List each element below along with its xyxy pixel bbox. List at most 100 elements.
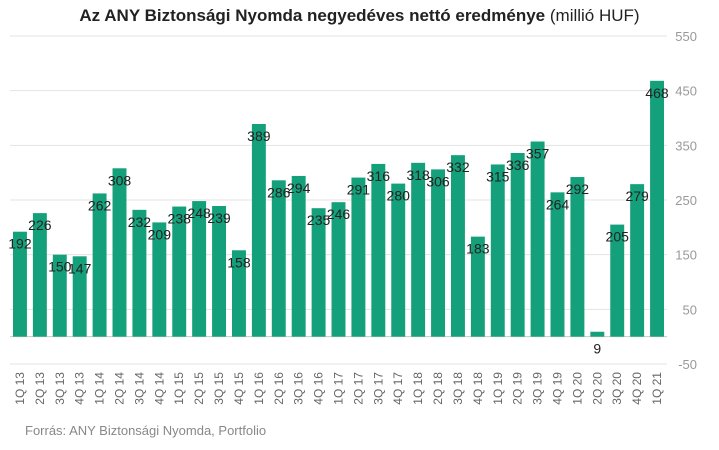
bar (172, 206, 187, 337)
x-tick-label: 1Q 21 (650, 372, 664, 405)
bar (470, 236, 485, 337)
x-tick-label: 4Q 14 (152, 372, 166, 405)
bar (212, 206, 227, 337)
bar (52, 254, 67, 337)
bar (231, 250, 246, 337)
bar (291, 175, 306, 337)
bar (550, 192, 565, 337)
x-tick-label: 4Q 19 (551, 372, 565, 405)
bar (271, 180, 286, 337)
x-tick-label: 4Q 16 (312, 372, 326, 405)
x-tick-label: 3Q 17 (371, 372, 385, 405)
bar (251, 124, 266, 337)
x-tick-label: 1Q 16 (252, 372, 266, 405)
x-tick-label: 1Q 20 (570, 372, 584, 405)
bar (450, 155, 465, 337)
x-tick-label: 1Q 18 (411, 372, 425, 405)
x-tick-label: 2Q 20 (590, 372, 604, 405)
data-label: 9 (593, 341, 601, 357)
y-tick-label: 450 (675, 84, 697, 99)
data-label: 291 (347, 182, 371, 198)
x-tick-label: 1Q 14 (93, 372, 107, 405)
data-label: 306 (426, 173, 450, 189)
x-tick-label: 3Q 14 (132, 372, 146, 405)
bar (590, 331, 605, 337)
bar (510, 152, 525, 337)
x-tick-label: 4Q 13 (73, 372, 87, 405)
y-tick-label: 150 (675, 248, 697, 263)
bar (610, 224, 625, 337)
bar (311, 208, 326, 337)
data-label: 316 (367, 168, 391, 184)
bar (490, 164, 505, 337)
data-label: 292 (566, 181, 590, 197)
chart-title: Az ANY Biztonsági Nyomda negyedéves nett… (0, 6, 719, 26)
bar (391, 183, 406, 337)
bar (112, 168, 127, 337)
bar (630, 184, 645, 337)
x-tick-label: 1Q 19 (491, 372, 505, 405)
bar (371, 163, 386, 337)
x-tick-label: 4Q 17 (391, 372, 405, 405)
data-label: 315 (486, 168, 510, 184)
x-tick-label: 3Q 15 (212, 372, 226, 405)
y-tick-label: 350 (675, 138, 697, 153)
x-tick-label: 3Q 13 (53, 372, 67, 405)
x-tick-label: 3Q 16 (292, 372, 306, 405)
data-label: 318 (406, 167, 430, 183)
data-label: 336 (506, 157, 530, 173)
x-tick-label: 4Q 15 (232, 372, 246, 405)
x-tick-label: 2Q 18 (431, 372, 445, 405)
bar (32, 213, 47, 337)
data-label: 262 (88, 197, 112, 213)
data-label: 235 (307, 212, 331, 228)
bar (132, 209, 147, 337)
x-tick-label: 1Q 15 (172, 372, 186, 405)
data-label: 468 (645, 85, 669, 101)
bar (650, 80, 665, 337)
data-label: 280 (387, 188, 411, 204)
bar (192, 201, 207, 337)
data-label: 150 (48, 259, 72, 275)
data-label: 248 (187, 205, 211, 221)
x-tick-label: 2Q 19 (511, 372, 525, 405)
x-tick-label: 3Q 19 (531, 372, 545, 405)
bar (12, 231, 27, 337)
data-label: 308 (108, 172, 132, 188)
x-tick-label: 1Q 13 (13, 372, 27, 405)
y-tick-label: 250 (675, 193, 697, 208)
x-tick-label: 4Q 18 (471, 372, 485, 405)
bar (72, 256, 87, 337)
data-label: 205 (606, 229, 630, 245)
data-label: 158 (227, 254, 251, 270)
data-label: 332 (446, 159, 470, 175)
bar (530, 141, 545, 337)
data-label: 147 (68, 260, 92, 276)
x-tick-label: 1Q 17 (332, 372, 346, 405)
data-label: 226 (28, 217, 52, 233)
bar (411, 162, 426, 337)
x-tick-label: 2Q 16 (272, 372, 286, 405)
source-note: Forrás: ANY Biztonsági Nyomda, Portfolio (25, 423, 267, 438)
bar (431, 169, 446, 337)
data-label: 246 (327, 206, 351, 222)
data-label: 264 (546, 196, 570, 212)
x-tick-label: 2Q 15 (192, 372, 206, 405)
x-tick-label: 3Q 18 (451, 372, 465, 405)
x-tick-label: 2Q 17 (351, 372, 365, 405)
y-tick-label: -50 (678, 357, 697, 372)
data-label: 286 (267, 184, 291, 200)
x-tick-label: 2Q 14 (113, 372, 127, 405)
y-tick-label: 550 (675, 29, 697, 44)
bar (570, 177, 585, 337)
data-label: 232 (128, 214, 152, 230)
x-tick-label: 3Q 20 (610, 372, 624, 405)
bar (351, 177, 366, 337)
x-tick-label: 4Q 20 (630, 372, 644, 405)
data-label: 389 (247, 128, 271, 144)
y-tick-label: 50 (683, 302, 697, 317)
bar (152, 222, 167, 337)
data-label: 294 (287, 180, 311, 196)
bar (92, 193, 107, 337)
